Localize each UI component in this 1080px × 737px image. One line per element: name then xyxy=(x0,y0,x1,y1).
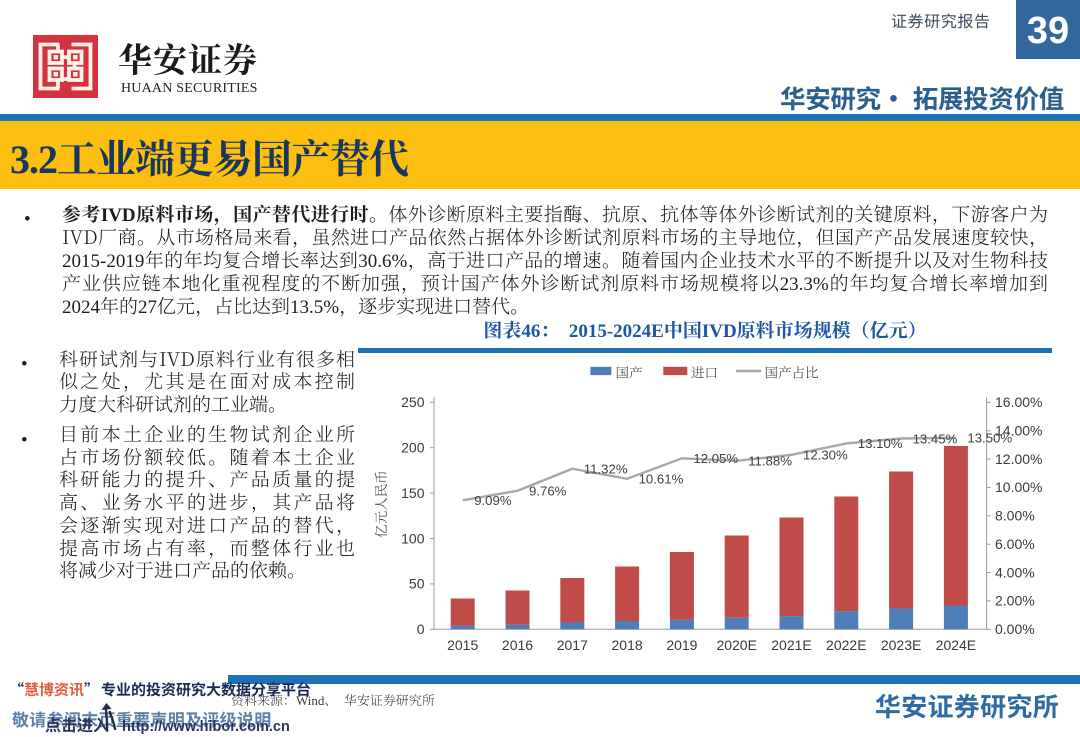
svg-text:2020E: 2020E xyxy=(716,637,756,653)
svg-text:2017: 2017 xyxy=(557,637,588,653)
svg-text:4.00%: 4.00% xyxy=(995,564,1035,580)
svg-text:9.09%: 9.09% xyxy=(474,493,512,508)
svg-text:12.30%: 12.30% xyxy=(803,448,848,463)
svg-text:250: 250 xyxy=(401,394,425,410)
svg-text:13.10%: 13.10% xyxy=(858,436,903,451)
svg-text:2018: 2018 xyxy=(612,637,643,653)
svg-text:亿元人民币: 亿元人民币 xyxy=(370,470,390,538)
svg-text:13.45%: 13.45% xyxy=(913,431,958,446)
svg-text:100: 100 xyxy=(401,530,425,546)
svg-text:150: 150 xyxy=(401,485,425,501)
svg-text:6.00%: 6.00% xyxy=(995,536,1035,552)
svg-text:16.00%: 16.00% xyxy=(995,394,1042,410)
svg-text:2021E: 2021E xyxy=(771,637,811,653)
svg-text:200: 200 xyxy=(401,440,425,456)
svg-text:2.00%: 2.00% xyxy=(995,593,1035,609)
svg-text:2024E: 2024E xyxy=(936,637,976,653)
svg-text:0: 0 xyxy=(417,621,425,637)
svg-text:2016: 2016 xyxy=(502,637,533,653)
svg-text:8.00%: 8.00% xyxy=(995,508,1035,524)
svg-text:11.32%: 11.32% xyxy=(584,462,628,477)
svg-text:进口: 进口 xyxy=(691,362,718,382)
svg-text:2015: 2015 xyxy=(447,637,478,653)
svg-text:国产占比: 国产占比 xyxy=(765,362,819,382)
svg-text:12.00%: 12.00% xyxy=(995,451,1042,467)
svg-text:10.61%: 10.61% xyxy=(639,472,684,487)
svg-text:50: 50 xyxy=(409,576,425,592)
svg-text:0.00%: 0.00% xyxy=(995,621,1035,637)
svg-text:13.50%: 13.50% xyxy=(967,431,1012,446)
svg-text:12.05%: 12.05% xyxy=(693,451,738,466)
svg-text:14.00%: 14.00% xyxy=(995,423,1042,439)
svg-text:2023E: 2023E xyxy=(881,637,921,653)
svg-text:2019: 2019 xyxy=(666,637,697,653)
svg-text:国产: 国产 xyxy=(616,362,643,382)
svg-text:2022E: 2022E xyxy=(826,637,866,653)
svg-text:10.00%: 10.00% xyxy=(995,479,1042,495)
svg-text:11.88%: 11.88% xyxy=(748,454,792,469)
svg-text:9.76%: 9.76% xyxy=(529,484,567,499)
